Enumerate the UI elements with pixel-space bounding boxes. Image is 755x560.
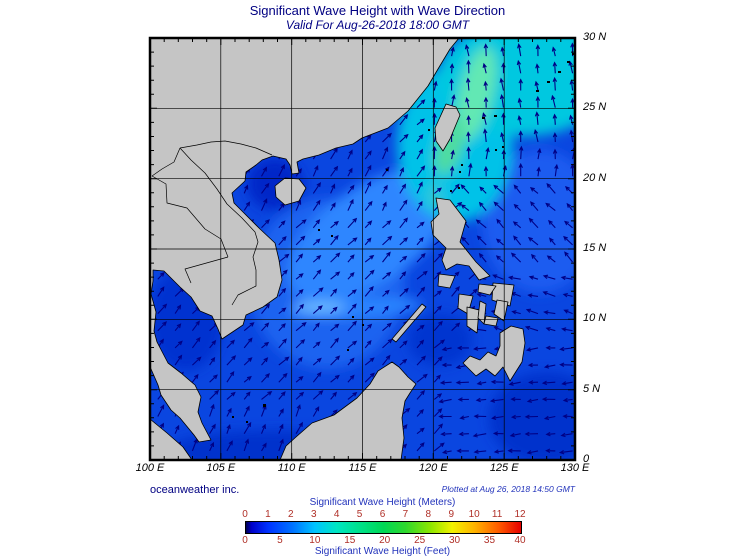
small-islands: [232, 53, 575, 423]
land-mindoro: [437, 273, 456, 289]
meters-tick: 10: [468, 509, 480, 520]
meters-tick: 5: [356, 509, 363, 520]
meters-tick: 12: [514, 509, 526, 520]
meters-tick: 9: [448, 509, 455, 520]
wave-map: [148, 36, 577, 462]
land-borneo: [279, 361, 417, 460]
land-negros: [466, 306, 480, 334]
lon-label: 110 E: [277, 462, 306, 474]
lat-label: 5 N: [583, 382, 601, 395]
feet-tick: 0: [242, 535, 248, 546]
land-hainan: [274, 177, 307, 206]
land-masses: [150, 38, 526, 460]
lon-label: 105 E: [206, 462, 236, 474]
feet-tick: 35: [483, 535, 496, 546]
lat-label: 25 N: [583, 101, 607, 114]
patch-philippine-sea: [482, 149, 575, 293]
meters-tick: 8: [425, 509, 432, 520]
lon-label: 115 E: [348, 462, 377, 474]
degree-ticks: [150, 38, 575, 460]
colorbar-title-meters: Significant Wave Height (Meters): [309, 497, 456, 508]
meters-tick: 4: [333, 509, 340, 520]
meters-tick: 1: [265, 509, 271, 520]
colorbar-title-feet: Significant Wave Height (Feet): [314, 546, 451, 557]
land-bohol: [483, 315, 499, 327]
meters-tick: 3: [310, 509, 317, 520]
feet-tick: 20: [379, 535, 391, 546]
lat-label: 15 N: [583, 242, 607, 254]
lat-label: 20 N: [583, 171, 607, 184]
meters-tick: 11: [491, 509, 503, 520]
land-asia-mainland: [150, 38, 460, 443]
grid-lines: [150, 38, 575, 460]
colorbar-gradient: [245, 521, 522, 534]
plotted-at-credit: Plotted at Aug 26, 2018 14:50 GMT: [441, 484, 575, 494]
feet-tick: 25: [414, 535, 426, 546]
lon-label: 125 E: [489, 462, 519, 474]
patch-scs-band: [287, 167, 453, 303]
lon-label: 100 E: [135, 462, 165, 474]
feet-tick: 40: [514, 535, 526, 546]
country-borders: [151, 140, 273, 306]
lon-label: 120 E: [418, 462, 448, 474]
land-palawan: [391, 303, 427, 343]
land-masbate: [477, 283, 497, 296]
lat-label: 30 N: [583, 31, 607, 43]
land-mindanao: [462, 325, 526, 382]
meters-tick: 0: [242, 509, 248, 520]
lon-label: 130 E: [560, 462, 590, 474]
oceanweather-credit: oceanweather inc.: [150, 484, 240, 496]
lat-label: 10 N: [583, 312, 607, 325]
land-luzon: [430, 197, 491, 281]
feet-tick: 30: [448, 535, 461, 546]
meters-tick: 7: [402, 509, 409, 520]
lat-label: 0: [583, 453, 590, 465]
feet-tick: 5: [277, 535, 283, 546]
plot-title: Significant Wave Height with Wave Direct…: [249, 3, 506, 18]
patch-se-corner: [489, 372, 575, 460]
plot-subtitle: Valid For Aug-26-2018 18:00 GMT: [285, 18, 470, 32]
feet-tick: 15: [344, 535, 356, 546]
meters-tick: 2: [288, 509, 294, 520]
land-taiwan: [434, 103, 461, 152]
wave-height-field: [150, 38, 575, 460]
land-sumatra: [150, 418, 193, 460]
meters-tick: 6: [379, 509, 386, 520]
feet-tick: 10: [309, 535, 321, 546]
